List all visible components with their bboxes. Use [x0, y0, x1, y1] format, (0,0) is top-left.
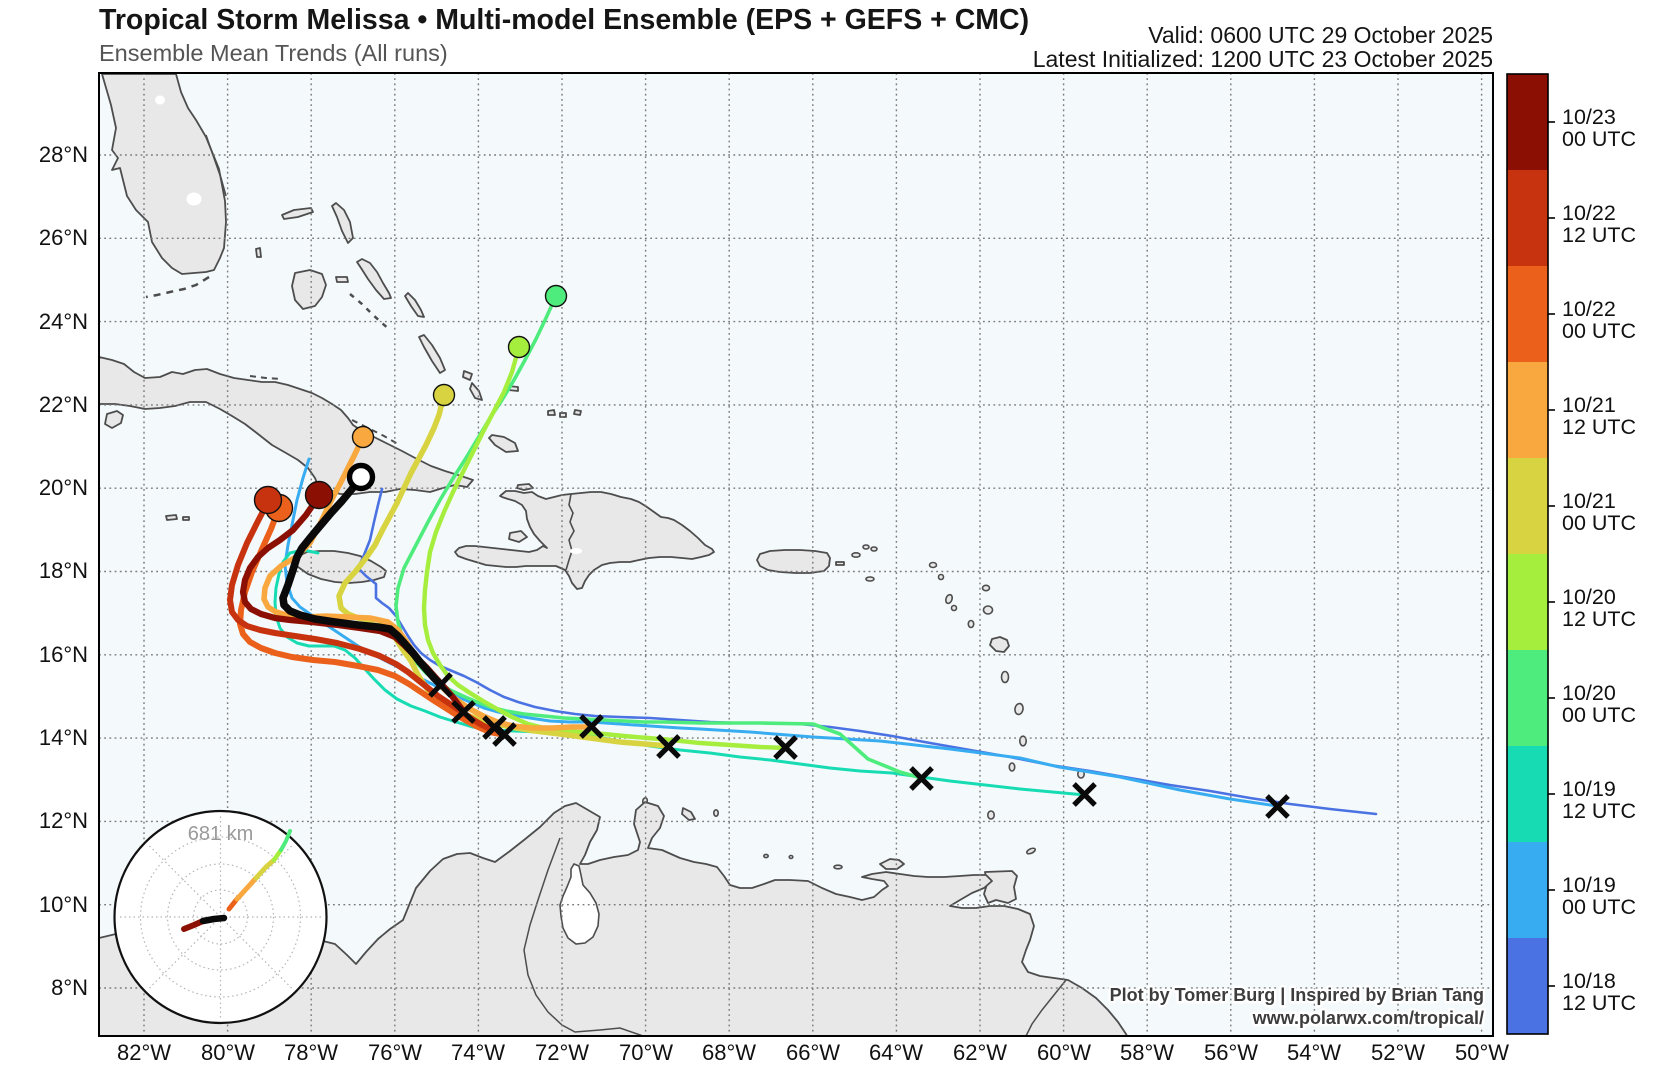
svg-text:10/20: 10/20 [1562, 585, 1616, 609]
svg-text:Ensemble Mean Trends (All runs: Ensemble Mean Trends (All runs) [99, 40, 448, 66]
svg-text:00 UTC: 00 UTC [1562, 895, 1636, 919]
svg-text:66°W: 66°W [786, 1040, 840, 1065]
svg-text:50°W: 50°W [1455, 1040, 1509, 1065]
svg-text:12 UTC: 12 UTC [1562, 223, 1636, 247]
svg-text:20°N: 20°N [39, 475, 88, 500]
svg-text:10/22: 10/22 [1562, 297, 1616, 321]
svg-text:10/19: 10/19 [1562, 873, 1616, 897]
svg-text:54°W: 54°W [1287, 1040, 1341, 1065]
svg-text:22°N: 22°N [39, 392, 88, 417]
svg-text:10/23: 10/23 [1562, 105, 1616, 129]
svg-text:58°W: 58°W [1120, 1040, 1174, 1065]
svg-text:78°W: 78°W [284, 1040, 338, 1065]
svg-text:10/22: 10/22 [1562, 201, 1616, 225]
svg-text:14°N: 14°N [39, 725, 88, 750]
svg-text:16°N: 16°N [39, 642, 88, 667]
svg-text:www.polarwx.com/tropical/: www.polarwx.com/tropical/ [1252, 1008, 1484, 1028]
svg-text:12 UTC: 12 UTC [1562, 415, 1636, 439]
svg-text:68°W: 68°W [702, 1040, 756, 1065]
svg-text:Latest Initialized: 1200 UTC 2: Latest Initialized: 1200 UTC 23 October … [1033, 46, 1493, 72]
svg-text:12°N: 12°N [39, 808, 88, 833]
svg-text:18°N: 18°N [39, 558, 88, 583]
svg-text:10/21: 10/21 [1562, 393, 1616, 417]
svg-text:28°N: 28°N [39, 142, 88, 167]
svg-text:62°W: 62°W [953, 1040, 1007, 1065]
svg-text:74°W: 74°W [451, 1040, 505, 1065]
svg-text:10/21: 10/21 [1562, 489, 1616, 513]
svg-text:10/20: 10/20 [1562, 681, 1616, 705]
svg-text:10/18: 10/18 [1562, 969, 1616, 993]
svg-text:10°N: 10°N [39, 892, 88, 917]
svg-text:26°N: 26°N [39, 225, 88, 250]
svg-text:Plot by Tomer Burg | Inspired: Plot by Tomer Burg | Inspired by Brian T… [1110, 985, 1484, 1005]
svg-text:12 UTC: 12 UTC [1562, 607, 1636, 631]
svg-text:12 UTC: 12 UTC [1562, 991, 1636, 1015]
svg-text:80°W: 80°W [201, 1040, 255, 1065]
svg-text:8°N: 8°N [51, 975, 88, 1000]
svg-text:52°W: 52°W [1371, 1040, 1425, 1065]
svg-text:681 km: 681 km [188, 823, 254, 845]
svg-text:76°W: 76°W [368, 1040, 422, 1065]
svg-text:72°W: 72°W [535, 1040, 589, 1065]
svg-text:00 UTC: 00 UTC [1562, 319, 1636, 343]
svg-text:60°W: 60°W [1037, 1040, 1091, 1065]
svg-text:24°N: 24°N [39, 309, 88, 334]
svg-text:12 UTC: 12 UTC [1562, 799, 1636, 823]
svg-text:00 UTC: 00 UTC [1562, 703, 1636, 727]
svg-text:82°W: 82°W [117, 1040, 171, 1065]
svg-text:00 UTC: 00 UTC [1562, 511, 1636, 535]
svg-text:10/19: 10/19 [1562, 777, 1616, 801]
svg-text:00 UTC: 00 UTC [1562, 127, 1636, 151]
svg-text:64°W: 64°W [869, 1040, 923, 1065]
svg-text:Tropical Storm Melissa • Multi: Tropical Storm Melissa • Multi-model Ens… [99, 4, 1029, 36]
svg-text:56°W: 56°W [1204, 1040, 1258, 1065]
svg-text:Valid: 0600 UTC 29 October 202: Valid: 0600 UTC 29 October 2025 [1148, 22, 1493, 48]
svg-text:70°W: 70°W [619, 1040, 673, 1065]
